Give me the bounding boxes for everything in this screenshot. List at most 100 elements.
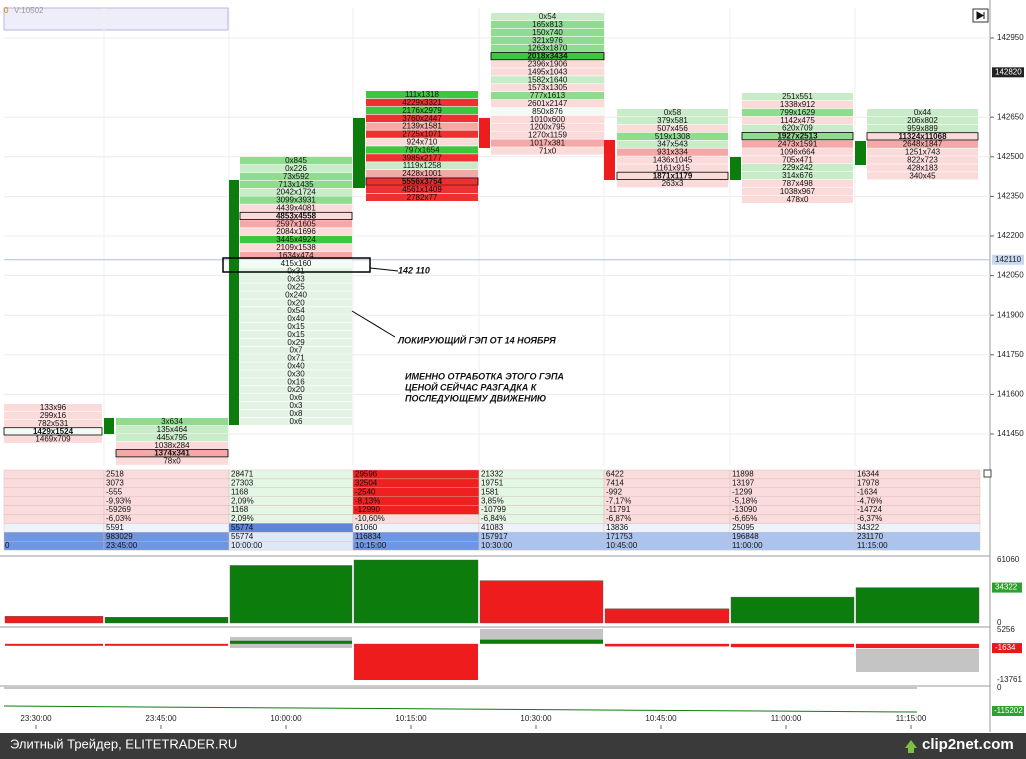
footprint-label: 2428x1001 [402, 169, 442, 178]
footprint-cell [4, 419, 102, 428]
footprint-cell [491, 28, 604, 37]
table-text: 1581 [481, 487, 499, 496]
table-text: -1634 [857, 487, 878, 496]
level-pointer [369, 267, 399, 272]
footprint-cell [617, 148, 728, 156]
footprint-label: 0x226 [285, 164, 307, 173]
y-tick-label: 142200 [997, 231, 1024, 240]
footprint-cell [240, 291, 352, 299]
footprint-label: 2109x1538 [276, 243, 316, 252]
footprint-cell [240, 228, 352, 236]
footprint-label: 1374x341 [154, 449, 190, 458]
table-text: -12990 [355, 505, 380, 514]
y-tick-label: 142650 [997, 112, 1024, 121]
y-tick-label: 142050 [997, 271, 1024, 280]
footprint-cell [4, 404, 102, 412]
footprint-label: 165x813 [532, 20, 563, 29]
footprint-label: 782x531 [38, 419, 69, 428]
footprint-cell [240, 164, 352, 173]
table-text: -59269 [106, 505, 131, 514]
footprint-cell [240, 409, 352, 418]
footprint-cell [240, 157, 352, 165]
annotation: ЦЕНОЙ СЕЙЧАС РАЗГАДКА К [405, 381, 538, 392]
candle [604, 140, 615, 180]
y-tick-label: 141600 [997, 390, 1024, 399]
footprint-cell [240, 204, 352, 212]
footprint-cell [240, 346, 352, 354]
table-text: -6,87% [606, 514, 631, 523]
table-cell [3, 523, 105, 533]
footprint-label: 314x676 [782, 171, 813, 180]
footprint-label: 0x29 [287, 338, 305, 347]
footprint-cell [366, 162, 478, 170]
footprint-cell [617, 132, 728, 140]
footprint-cell [867, 124, 978, 133]
footprint-label: 0x54 [539, 12, 557, 21]
x-tick-label: 11:15:00 [896, 714, 927, 723]
x-tick-label: 10:30:00 [520, 714, 552, 723]
footprint-cell [366, 154, 478, 162]
footprint-label: 3445x4924 [276, 235, 316, 244]
footprint-cell [116, 441, 228, 449]
footprint-cell [491, 131, 604, 139]
footprint-cell [742, 116, 853, 124]
footprint-cell [240, 370, 352, 378]
footprint-cell [491, 84, 604, 92]
volume-bar [479, 580, 604, 624]
x-tick-label: 10:00:00 [270, 714, 302, 723]
footprint-cell [742, 164, 853, 172]
table-text: 157917 [481, 532, 508, 541]
footprint-label: 1871x1179 [653, 171, 693, 180]
delta-bar [5, 643, 103, 646]
footprint-label: 2084x1696 [276, 227, 316, 236]
footprint-label: 340x45 [909, 171, 936, 180]
footprint-cell [240, 401, 352, 410]
footprint-label: 321x976 [532, 36, 563, 45]
footprint-label: 73x592 [283, 172, 310, 181]
table-text: 13836 [606, 523, 629, 532]
table-text: -6,65% [732, 514, 757, 523]
table-text: 23:45:00 [106, 541, 138, 550]
table-text: 1168 [231, 487, 249, 496]
footprint-cell [491, 107, 604, 116]
x-tick-label: 23:45:00 [145, 714, 177, 723]
footprint-label: 797x1654 [404, 145, 440, 154]
footprint-label: 0x20 [287, 298, 305, 307]
footprint-cell [240, 362, 352, 370]
footprint-label: 133x96 [40, 403, 67, 412]
footprint-label: 777x1613 [530, 91, 566, 100]
footprint-label: 1263x1870 [528, 44, 568, 53]
footprint-cell [617, 124, 728, 133]
current-box [992, 67, 1024, 78]
footprint-label: 78x0 [163, 457, 181, 466]
table-text: 13197 [732, 478, 755, 487]
footer [0, 733, 1026, 759]
footprint-label: 478x0 [787, 195, 809, 204]
footprint-cell [240, 236, 352, 244]
volume-bar [730, 596, 855, 624]
footprint-cell [617, 116, 728, 125]
footprint-cell [867, 109, 978, 117]
footprint-cell [491, 99, 604, 108]
table-text: 17978 [857, 478, 880, 487]
footprint-cell [742, 195, 853, 203]
table-text: 28471 [231, 470, 254, 479]
footprint-cell [742, 140, 853, 148]
volume-bar [855, 587, 980, 624]
x-tick-label: 23:30:00 [20, 714, 52, 723]
annotation: ИМЕННО ОТРАБОТКА ЭТОГО ГЭПА [405, 371, 564, 381]
candle [104, 418, 114, 434]
footprint-cell [240, 386, 352, 394]
footprint-cell [240, 394, 352, 402]
footprint-label: 507x456 [657, 124, 688, 133]
delta-bar [856, 643, 979, 649]
footprint-label: 959x889 [907, 124, 938, 133]
footprint-cell [240, 315, 352, 323]
footprint-label: 2139x1581 [402, 122, 442, 131]
footprint-label: 0x31 [287, 267, 305, 276]
footprint-cell [867, 148, 978, 156]
delta-bar [605, 643, 729, 647]
table-cell [3, 478, 105, 488]
cumulative-line [3, 705, 918, 713]
